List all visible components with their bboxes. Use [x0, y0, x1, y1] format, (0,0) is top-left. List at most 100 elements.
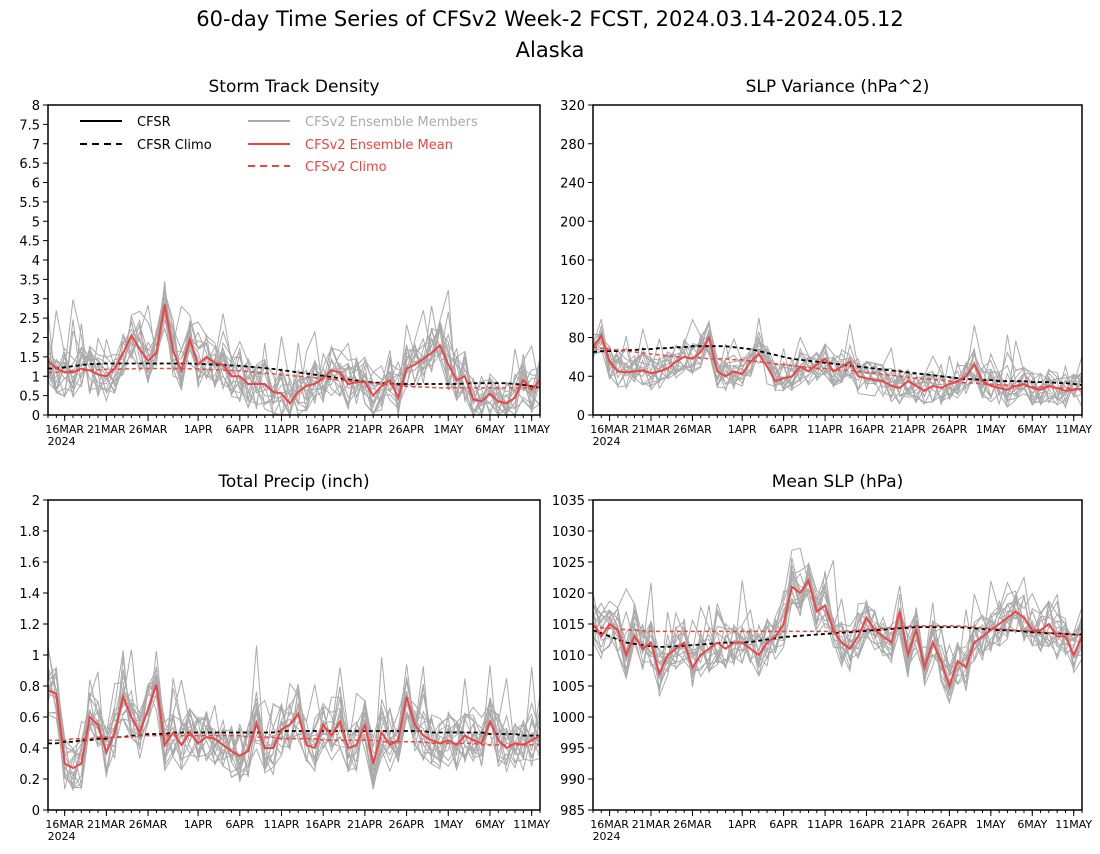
ensemble-member-line	[593, 569, 1082, 697]
y-tick-label: 0	[32, 804, 40, 819]
y-tick-label: 2	[32, 332, 40, 347]
y-tick-label: 240	[560, 177, 585, 192]
ensemble-mean-line	[593, 578, 1082, 690]
x-tick-label: 11APR	[264, 423, 300, 436]
ensemble-member-line	[48, 651, 540, 774]
ensemble-member-line	[48, 290, 540, 415]
ensemble-member-line	[48, 299, 540, 415]
x-tick-label: 11MAY	[513, 423, 550, 436]
x-year-label: 2024	[593, 435, 621, 448]
x-tick-label: 21APR	[890, 818, 926, 831]
y-tick-label: 1	[32, 370, 40, 385]
x-tick-label: 21APR	[890, 423, 926, 436]
ensemble-member-line	[593, 334, 1082, 410]
legend-label: CFSv2 Ensemble Mean	[305, 138, 453, 153]
y-tick-label: 995	[560, 742, 585, 757]
x-tick-label: 1MAY	[976, 423, 1006, 436]
y-tick-label: 80	[568, 332, 585, 347]
y-tick-label: 1025	[552, 556, 585, 571]
ensemble-member-line	[593, 332, 1082, 408]
y-tick-label: 2	[32, 494, 40, 509]
y-tick-label: 8	[32, 99, 40, 114]
y-tick-label: 2.5	[19, 312, 40, 327]
x-tick-label: 1APR	[728, 818, 757, 831]
cfsr-climo-line	[48, 730, 540, 745]
x-tick-label: 21MAR	[87, 818, 126, 831]
y-tick-label: 1005	[552, 680, 585, 695]
x-tick-label: 6MAY	[1017, 818, 1047, 831]
y-tick-label: 4.5	[19, 235, 40, 250]
figure-subtitle: Alaska	[516, 38, 585, 62]
x-tick-label: 11MAY	[1055, 818, 1092, 831]
legend-label: CFSv2 Climo	[305, 160, 387, 175]
y-tick-label: 3.5	[19, 273, 40, 288]
x-tick-label: 26APR	[389, 818, 425, 831]
y-tick-label: 1035	[552, 494, 585, 509]
ensemble-member-line	[593, 564, 1082, 688]
x-tick-label: 6APR	[225, 818, 254, 831]
x-tick-label: 16MAR	[590, 423, 629, 436]
y-tick-label: 320	[560, 99, 585, 114]
plot-area	[48, 281, 540, 415]
y-tick-label: 1	[32, 649, 40, 664]
ensemble-mean-line	[48, 684, 540, 770]
ensemble-member-line	[593, 573, 1082, 691]
y-tick-label: 0.4	[19, 742, 40, 757]
ensemble-member-line	[48, 665, 540, 789]
y-tick-label: 160	[560, 254, 585, 269]
y-tick-label: 1.5	[19, 351, 40, 366]
x-tick-label: 26MAR	[129, 423, 168, 436]
y-tick-label: 6.5	[19, 157, 40, 172]
x-tick-label: 6APR	[225, 423, 254, 436]
plot-area	[48, 645, 540, 792]
x-tick-label: 16MAR	[590, 818, 629, 831]
y-tick-label: 1.4	[19, 587, 40, 602]
y-tick-label: 5.5	[19, 196, 40, 211]
cfsv2-climo-line	[48, 734, 540, 746]
ensemble-member-line	[48, 666, 540, 773]
panel-title: Total Precip (inch)	[217, 472, 369, 492]
y-tick-label: 0.8	[19, 680, 40, 695]
x-tick-label: 1MAY	[433, 818, 463, 831]
y-tick-label: 1020	[552, 587, 585, 602]
x-tick-label: 11APR	[264, 818, 300, 831]
panel-frame	[47, 499, 541, 811]
x-year-label: 2024	[48, 830, 76, 843]
ensemble-member-line	[593, 577, 1082, 681]
y-tick-label: 1010	[552, 649, 585, 664]
cfsv2-climo-line	[593, 625, 1082, 636]
x-tick-label: 21MAR	[632, 423, 671, 436]
y-tick-label: 985	[560, 804, 585, 819]
panel-title: Mean SLP (hPa)	[772, 472, 904, 492]
x-tick-label: 11APR	[807, 818, 843, 831]
x-year-label: 2024	[48, 435, 76, 448]
x-tick-label: 16MAR	[45, 818, 84, 831]
panel-title: Storm Track Density	[208, 77, 379, 97]
y-tick-label: 0.5	[19, 390, 40, 405]
ensemble-member-line	[593, 572, 1082, 705]
x-tick-label: 1MAY	[433, 423, 463, 436]
x-tick-label: 26APR	[931, 423, 967, 436]
cfsv2-climo-line	[48, 367, 540, 389]
y-tick-label: 200	[560, 215, 585, 230]
y-tick-label: 1.6	[19, 556, 40, 571]
plot-area	[593, 547, 1082, 705]
x-tick-label: 6MAY	[475, 818, 505, 831]
ensemble-member-line	[593, 333, 1082, 403]
chart-panel-1: Storm Track Density 0 0.5 1 1.5 2 2.5 3 3.5 4 4.5 5…	[19, 77, 550, 448]
x-tick-label: 1MAY	[976, 818, 1006, 831]
x-tick-label: 21MAR	[632, 818, 671, 831]
legend-label: CFSR	[137, 115, 171, 130]
legend: CFSR CFSR Climo CFSv2 Ensemble Members CFSv…	[80, 115, 478, 175]
cfsr-climo-line	[48, 362, 540, 389]
x-tick-label: 26MAR	[673, 818, 712, 831]
ensemble-member-line	[593, 323, 1082, 405]
ensemble-member-line	[48, 313, 540, 415]
plot-area	[593, 317, 1082, 410]
cfsr-climo-line	[593, 626, 1082, 648]
y-tick-label: 7	[32, 138, 40, 153]
legend-label: CFSR Climo	[137, 138, 212, 153]
chart-panel-3: Total Precip (inch) 0 0.2 0.4 0.6 0.8 1 1.2 1.4 1…	[19, 472, 550, 843]
